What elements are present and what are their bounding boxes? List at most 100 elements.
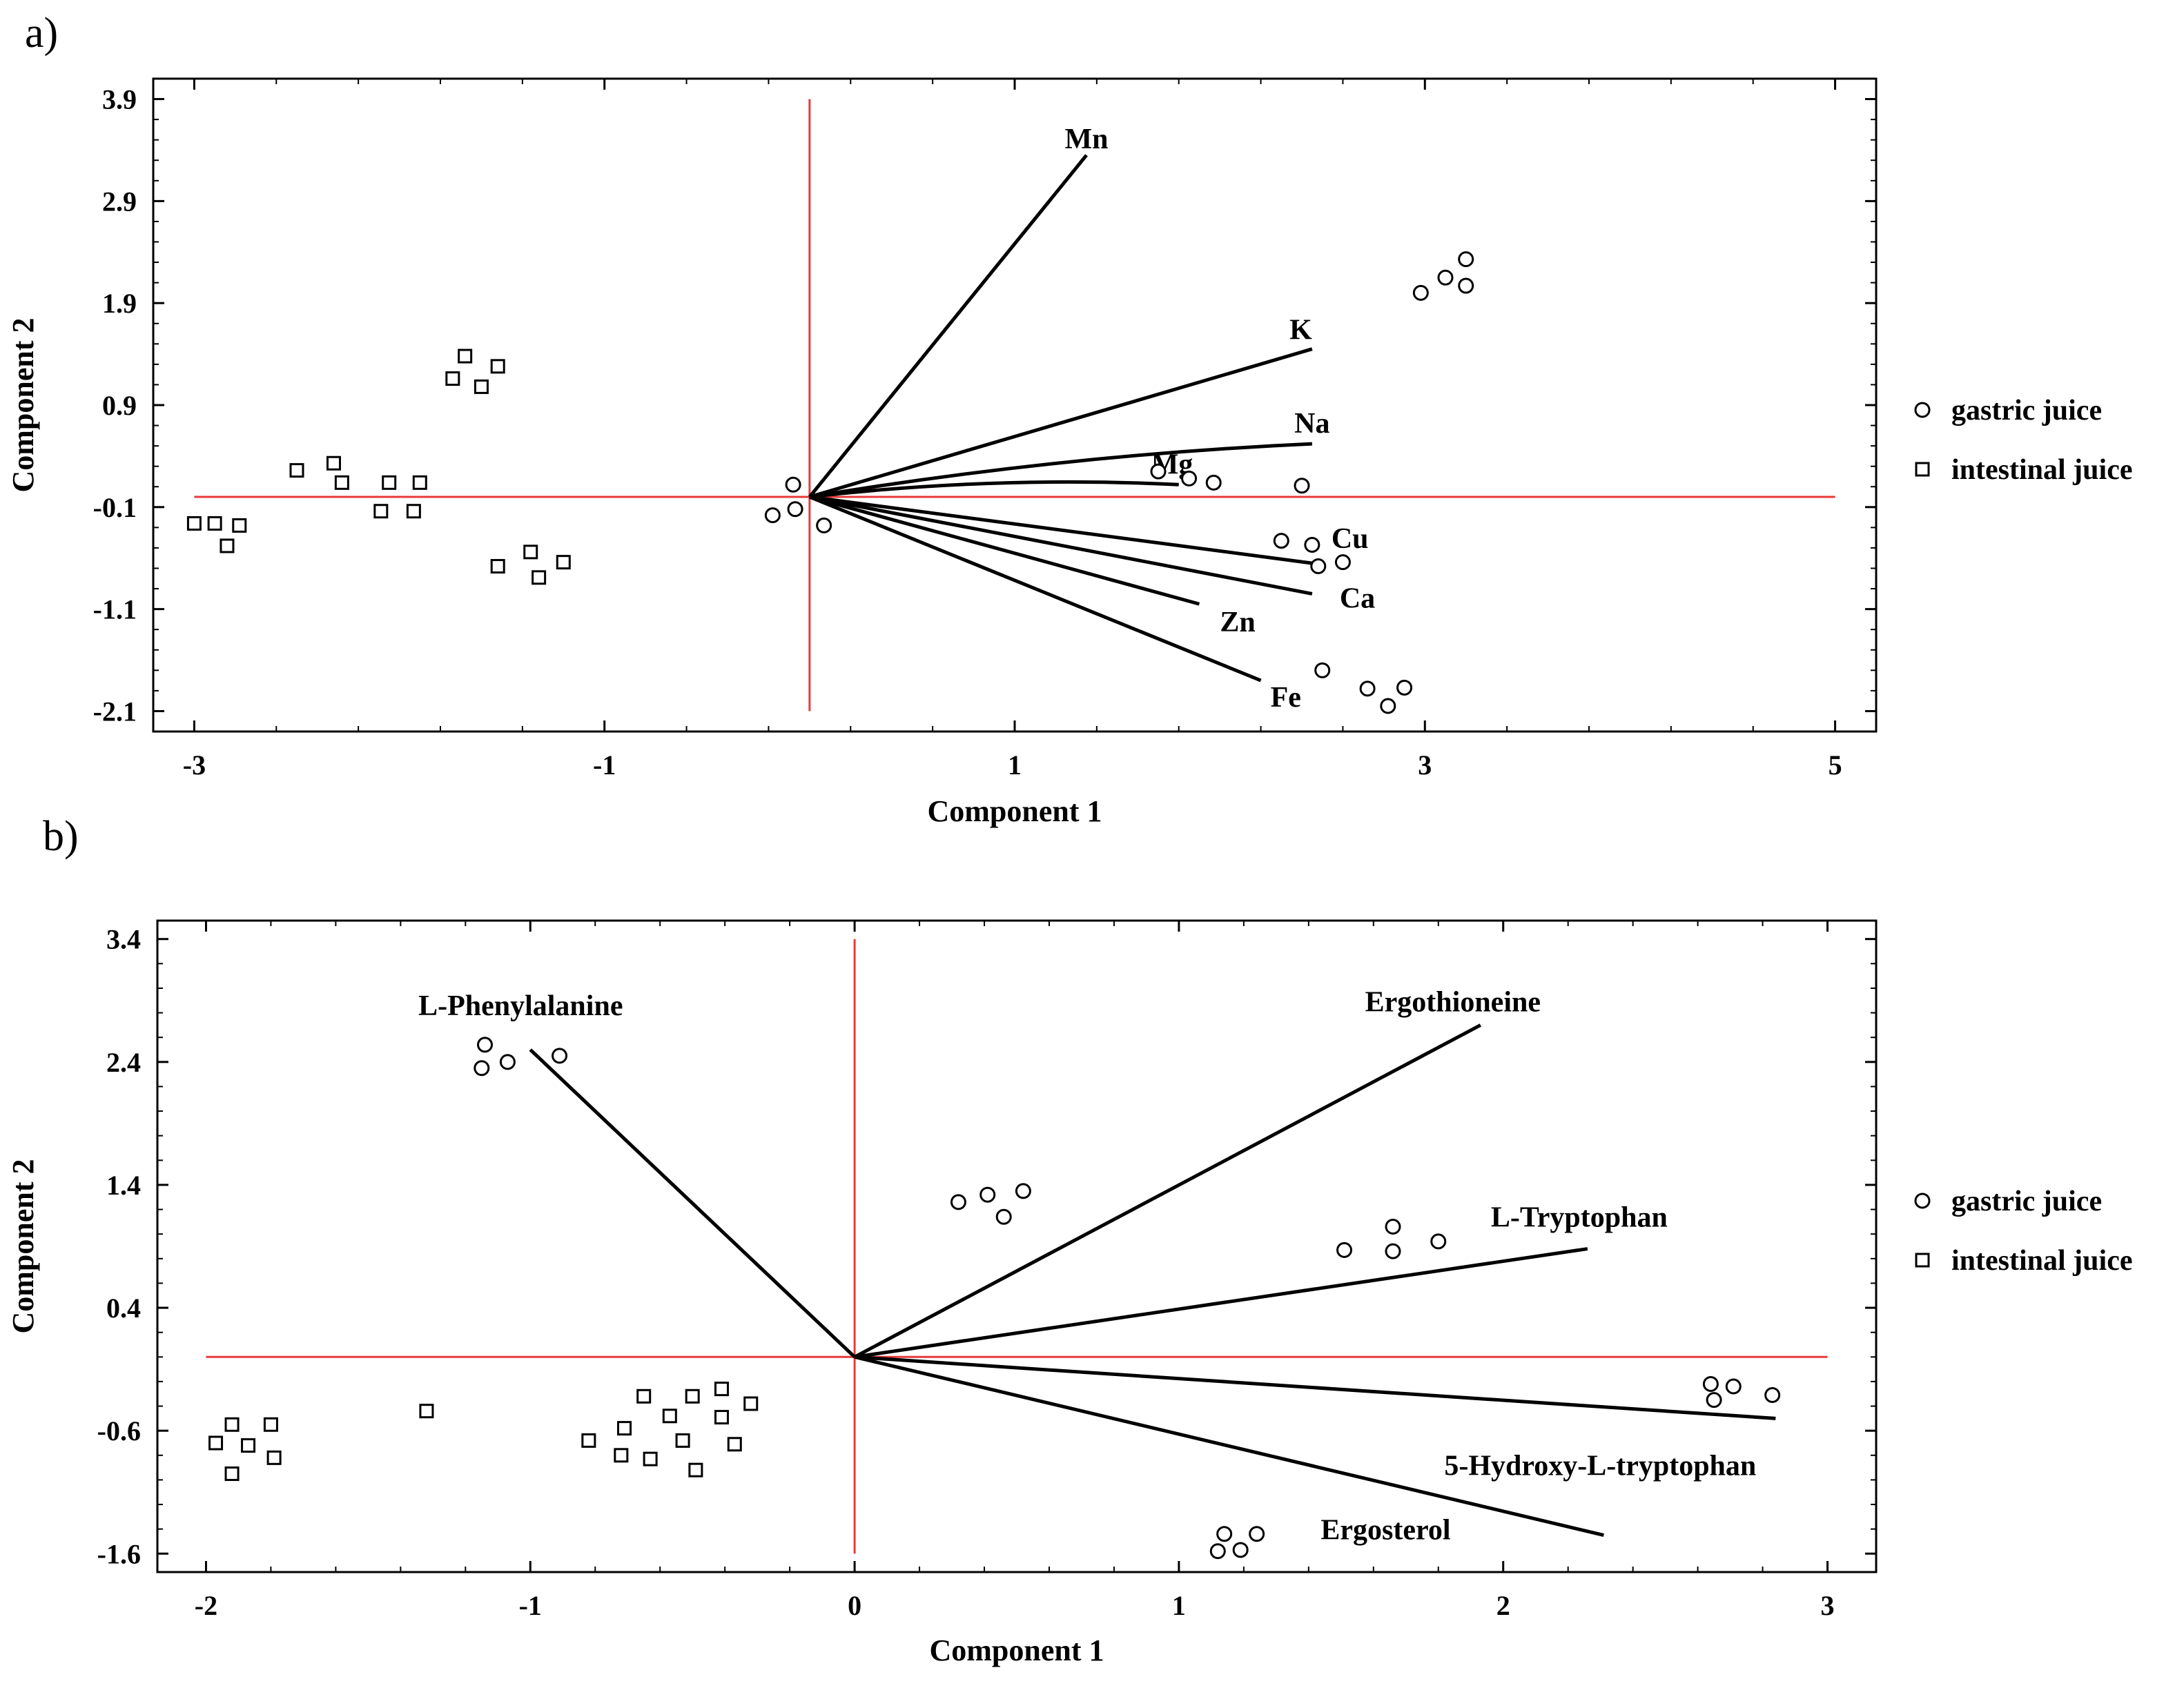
point-intestinal-juice	[419, 1404, 434, 1419]
chart-panel-a: a) -3 -1 1 3 5 3.9 2.9 1.9 0.9 -0.1 -1.1 -2.1 Compone…	[6, 10, 2132, 828]
vector-k	[809, 347, 1313, 499]
legend-label: gastric juice	[1951, 395, 2102, 426]
point-intestinal-juice	[445, 371, 460, 386]
point-intestinal-juice	[675, 1433, 690, 1448]
point-intestinal-juice	[382, 475, 397, 490]
vector-mg	[809, 480, 1179, 499]
point-gastric-juice	[1273, 533, 1289, 549]
x-tick-label: 1	[1008, 749, 1022, 781]
point-intestinal-juice	[523, 544, 538, 560]
point-intestinal-juice	[186, 516, 202, 531]
point-gastric-juice	[474, 1060, 490, 1077]
legend-label: gastric juice	[1951, 1186, 2102, 1217]
y-tick-label: 0.4	[106, 1293, 141, 1324]
x-tick-label: 1	[1172, 1590, 1186, 1621]
point-gastric-juice	[1216, 1526, 1233, 1542]
point-intestinal-juice	[617, 1421, 632, 1436]
legend-marker-circle	[1914, 402, 1931, 418]
vector-ca	[809, 495, 1313, 596]
point-intestinal-juice	[373, 504, 389, 519]
point-intestinal-juice	[412, 475, 427, 490]
point-gastric-juice	[1385, 1219, 1401, 1235]
point-intestinal-juice	[662, 1409, 677, 1424]
x-axis-title: Component 1	[927, 794, 1102, 828]
vector-label-ergosterol: Ergosterol	[1320, 1515, 1450, 1547]
point-gastric-juice	[785, 476, 801, 493]
vector-zn	[809, 495, 1200, 606]
legend-label: intestinal juice	[1951, 1245, 2132, 1277]
x-tick-label: -1	[519, 1590, 542, 1621]
vector-label-l-phenylalanine: L-Phenylalanine	[418, 990, 623, 1022]
vector-label-ergothioneine: Ergothioneine	[1365, 986, 1541, 1018]
point-gastric-juice	[1396, 679, 1413, 696]
point-gastric-juice	[1359, 680, 1376, 697]
vector-cu	[809, 495, 1313, 565]
panel-label: a)	[25, 10, 58, 57]
point-gastric-juice	[1437, 269, 1454, 286]
y-tick-label: 3.9	[102, 84, 137, 115]
point-gastric-juice	[477, 1037, 494, 1053]
point-intestinal-juice	[743, 1396, 759, 1411]
y-tick-label: 2.9	[102, 186, 137, 217]
point-intestinal-juice	[714, 1382, 729, 1397]
point-gastric-juice	[1458, 251, 1474, 268]
vector-l-tryptophan	[854, 1247, 1588, 1359]
point-gastric-juice	[816, 517, 832, 533]
point-intestinal-juice	[208, 1435, 224, 1451]
vector-label-ca: Ca	[1340, 582, 1375, 614]
y-tick-label: -1.6	[97, 1538, 141, 1569]
point-gastric-juice	[1304, 537, 1320, 553]
y-tick-label: 2.4	[106, 1047, 141, 1078]
point-gastric-juice	[1706, 1392, 1722, 1409]
point-intestinal-juice	[334, 475, 349, 490]
vector-na	[809, 442, 1312, 499]
y-tick-label: 0.9	[102, 390, 137, 421]
vector-ergosterol	[854, 1355, 1604, 1537]
vector-label-zn: Zn	[1220, 607, 1255, 638]
point-intestinal-juice	[458, 349, 473, 364]
point-intestinal-juice	[727, 1437, 742, 1452]
point-gastric-juice	[1314, 662, 1331, 678]
chart-panel-b: b) -2 -1 0 1 2 3 3.4 2.4 1.4 0.4 -0.6 -1.6 Component …	[6, 813, 2132, 1667]
legend-marker-circle	[1914, 1193, 1931, 1209]
point-intestinal-juice	[266, 1450, 282, 1465]
point-gastric-juice	[552, 1048, 568, 1064]
x-tick-label: -2	[195, 1590, 217, 1621]
point-gastric-juice	[1764, 1387, 1781, 1404]
point-gastric-juice	[979, 1186, 996, 1203]
point-intestinal-juice	[532, 570, 547, 585]
point-gastric-juice	[1380, 698, 1396, 714]
point-intestinal-juice	[263, 1417, 278, 1432]
point-gastric-juice	[1150, 463, 1167, 480]
point-intestinal-juice	[688, 1462, 703, 1478]
y-tick-label: -2.1	[93, 696, 137, 727]
point-intestinal-juice	[220, 538, 235, 553]
y-tick-label: 1.9	[102, 288, 137, 319]
point-intestinal-juice	[232, 518, 247, 533]
vector-label-fe: Fe	[1271, 682, 1301, 714]
vector-label-mn: Mn	[1065, 124, 1109, 155]
point-gastric-juice	[1702, 1375, 1719, 1392]
point-intestinal-juice	[241, 1438, 256, 1453]
vector-ergothioneine	[853, 1023, 1482, 1359]
y-axis-title: Component 2	[6, 1159, 40, 1333]
vector-label-cu: Cu	[1332, 523, 1369, 555]
point-intestinal-juice	[326, 455, 341, 471]
point-gastric-juice	[1249, 1526, 1265, 1542]
vector-label-k: K	[1289, 315, 1312, 346]
y-axis-title: Component 2	[6, 317, 40, 492]
point-intestinal-juice	[685, 1388, 700, 1404]
point-intestinal-juice	[224, 1417, 240, 1432]
point-gastric-juice	[1232, 1542, 1249, 1558]
point-intestinal-juice	[289, 463, 304, 478]
point-intestinal-juice	[224, 1466, 240, 1482]
y-tick-label: 1.4	[106, 1170, 141, 1201]
vector-label-5-hydroxy-l-tryptophan: 5-Hydroxy-L-tryptophan	[1444, 1450, 1756, 1482]
point-intestinal-juice	[490, 359, 505, 374]
x-tick-label: -1	[593, 749, 616, 781]
vector-label-l-tryptophan: L-Tryptophan	[1491, 1202, 1668, 1234]
x-tick-label: 2	[1496, 1590, 1510, 1621]
point-gastric-juice	[1725, 1378, 1742, 1395]
point-gastric-juice	[1209, 1543, 1226, 1560]
point-gastric-juice	[1015, 1183, 1031, 1199]
